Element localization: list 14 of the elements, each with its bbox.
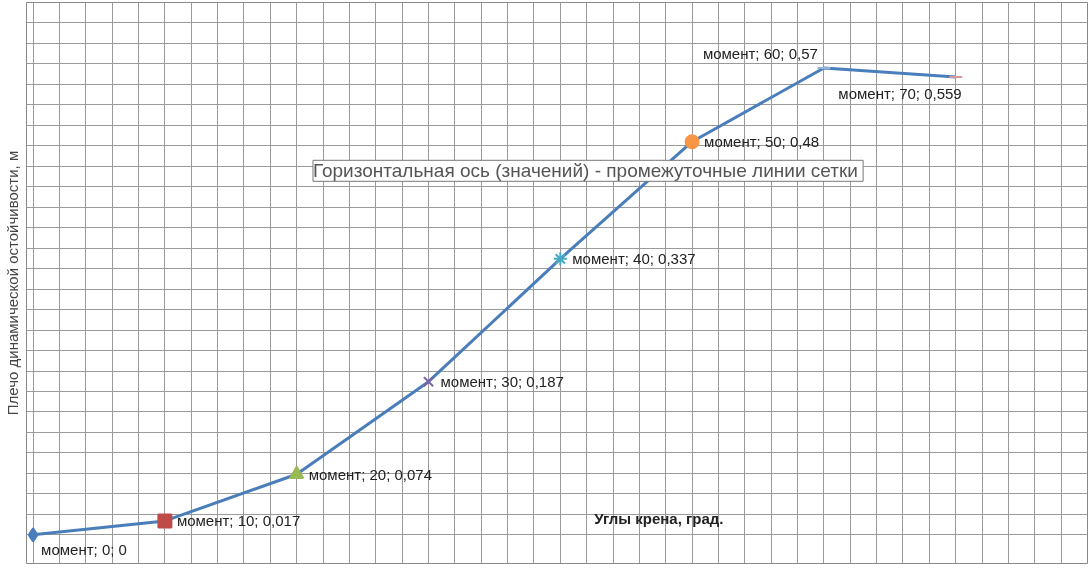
point <box>684 134 700 150</box>
point <box>552 251 568 267</box>
x-axis-title: Углы крена, град. <box>594 510 724 528</box>
data-label: момент; 70; 0,559 <box>838 85 962 103</box>
data-label: момент; 30; 0,187 <box>440 373 564 391</box>
y-axis-title: Плечо динамической остойчивости, м <box>3 150 21 416</box>
annotation: Горизонтальная ось (значений) - промежуточные линии сетки <box>312 160 858 182</box>
data-label: момент; 60; 0,57 <box>702 45 818 63</box>
data-label: момент; 20; 0,074 <box>308 465 433 483</box>
data-label: момент; 10; 0,017 <box>176 512 301 530</box>
point <box>157 513 173 529</box>
data-label: момент; 0; 0 <box>41 540 127 558</box>
data-label: момент; 40; 0,337 <box>572 250 696 268</box>
data-label: момент; 50; 0,48 <box>704 133 820 151</box>
